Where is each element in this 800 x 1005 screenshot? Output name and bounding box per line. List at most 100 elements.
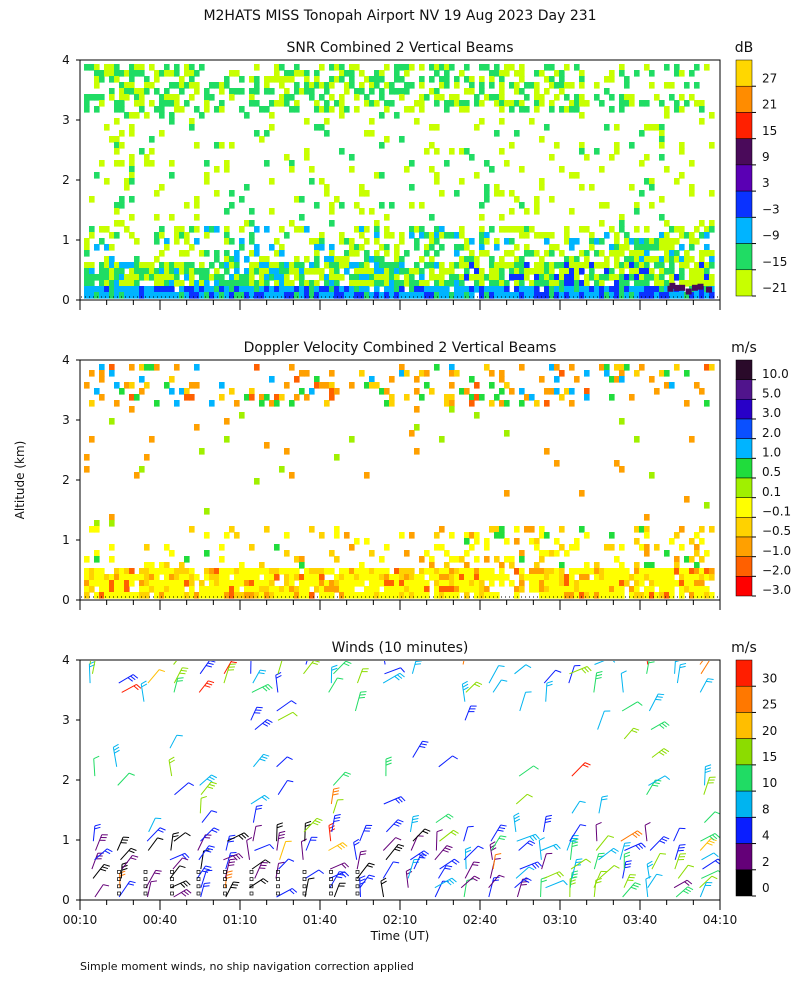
doppler-cell [504,400,510,407]
snr-cell [329,280,335,287]
snr-cell [549,274,555,281]
snr-cell [139,262,145,269]
x-tick-label: 02:40 [463,913,498,927]
wind-barb-shaft [277,757,288,767]
snr-cell [119,262,125,269]
snr-cell [519,232,525,239]
snr-cell [499,76,505,83]
snr-cell [124,112,130,119]
snr-cell [104,268,110,275]
snr-cell [114,106,120,113]
doppler-cell [609,574,615,581]
doppler-cell [389,574,395,581]
wind-barb-flag [315,820,321,822]
snr-cell [474,274,480,281]
snr-cell [114,292,120,299]
doppler-cell [139,586,145,593]
snr-cell [189,262,195,269]
snr-cell [169,82,175,89]
wind-barb [464,846,483,860]
snr-cell [419,64,425,71]
wind-barb-flag [541,880,547,882]
snr-cell [184,262,190,269]
snr-cell [494,100,500,107]
snr-cell [344,70,350,77]
doppler-cell [459,388,465,395]
doppler-cell [479,592,485,599]
wind-barb-shaft [410,817,413,832]
doppler-cell [299,370,305,377]
wind-barb [413,741,429,757]
snr-cell [584,154,590,161]
doppler-cell [554,538,560,545]
wind-barb [119,675,138,684]
doppler-cell [424,550,430,557]
colorbar-swatch [736,191,752,217]
snr-cell [634,286,640,293]
doppler-cell [694,544,700,551]
wind-barb-flag [182,668,188,669]
snr-cell [529,118,535,125]
snr-cell [539,232,545,239]
colorbar-swatch [736,557,752,577]
snr-cell [469,88,475,95]
doppler-cell [284,382,290,389]
snr-cell [449,64,455,71]
wind-barb-flag [332,668,338,670]
snr-cell [679,172,685,179]
snr-cell [364,130,370,137]
doppler-cell [544,448,550,455]
snr-cell [174,100,180,107]
doppler-cell [604,364,610,371]
snr-cell [664,238,670,245]
doppler-cell [469,586,475,593]
doppler-cell [269,376,275,383]
snr-cell [509,142,515,149]
doppler-cell [694,562,700,569]
snr-cell [304,118,310,125]
doppler-cell [344,568,350,575]
doppler-cell [564,586,570,593]
snr-cell [289,76,295,83]
snr-cell [159,184,165,191]
snr-cell [389,82,395,89]
doppler-cell [654,574,660,581]
snr-cell [224,76,230,83]
snr-cell [524,286,530,293]
doppler-cell [304,574,310,581]
wind-barb-shaft [251,707,257,720]
snr-cell [219,100,225,107]
wind-barb [648,874,663,887]
doppler-cell [594,574,600,581]
snr-cell [539,256,545,263]
wind-barb [700,679,713,693]
wind-barb-flag [499,838,505,839]
snr-cell [514,226,520,233]
wind-barb-flag [131,848,137,850]
snr-cell [634,208,640,215]
wind-barb-flag [211,775,216,778]
snr-cell [494,190,500,197]
snr-cell [574,238,580,245]
snr-cell [549,232,555,239]
doppler-cell [449,370,455,377]
wind-barb [254,844,273,850]
wind-barb-shaft [170,853,185,859]
doppler-cell [199,580,205,587]
wind-barb-flag [179,673,185,674]
snr-cell [659,232,665,239]
doppler-cell [214,568,220,575]
snr-cell [619,244,625,251]
snr-cell [309,166,315,173]
wind-barb-flag [664,837,670,839]
snr-cell [264,130,270,137]
doppler-cell [629,574,635,581]
doppler-cell [374,574,380,581]
doppler-cell [519,388,525,395]
snr-cell [639,274,645,281]
snr-cell [299,262,305,269]
snr-cell [119,88,125,95]
doppler-cell [674,364,680,371]
doppler-cell [139,466,145,473]
wind-barb-flag [501,825,507,826]
